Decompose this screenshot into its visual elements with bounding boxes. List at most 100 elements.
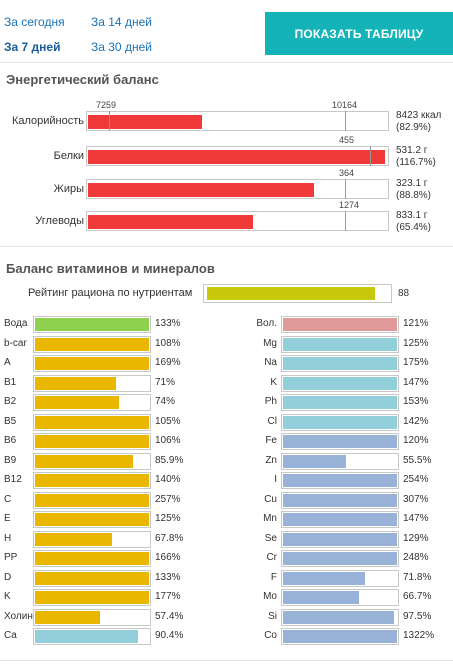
nutrient-label: K [270, 376, 277, 388]
nutrient-bar-fill [283, 396, 397, 409]
nutrient-row: Zn 55.5% [0, 452, 453, 471]
nutrient-value: 71% [155, 376, 176, 388]
energy-target-marker [345, 211, 346, 231]
nutrient-row: K 147% [0, 374, 453, 393]
nutrient-bar-fill [283, 630, 397, 643]
nutrient-value: 67.8% [155, 532, 184, 544]
nutrient-label: I [274, 474, 277, 485]
energy-amount: 531.2 г [396, 145, 428, 156]
nutrient-value: 90.4% [155, 630, 184, 641]
nutrient-row: Cr 248% [0, 550, 453, 568]
nutrient-label: Na [264, 357, 277, 368]
nutrient-bar [281, 316, 399, 333]
nutrient-rating-value: 88 [398, 288, 410, 299]
nutrient-bar [33, 374, 151, 392]
nutrient-bar-fill [35, 591, 149, 604]
nutrient-row: Mn 147% [0, 511, 453, 529]
energy-bar-fill [88, 115, 203, 129]
nutrient-bar-fill [35, 474, 149, 487]
energy-amount: 323.1 г [396, 178, 428, 189]
nutrient-bar-fill [283, 415, 397, 429]
show-table-button[interactable]: ПОКАЗАТЬ ТАБЛИЦУ [265, 12, 453, 55]
nutrient-bar [281, 550, 399, 567]
energy-bar-fill [88, 183, 315, 197]
nutrient-label: Mo [263, 591, 277, 602]
energy-label: Калорийность [11, 115, 84, 127]
nutrient-bar [33, 550, 151, 567]
nutrient-value: 106% [155, 435, 181, 446]
energy-bar: 7259 10164 [86, 100, 389, 131]
nutrient-bar [281, 608, 399, 626]
energy-row: Жиры 364 323.1 г (88.8%) [0, 168, 453, 202]
nutrient-bar [281, 413, 399, 431]
nutrient-value: 133% [155, 571, 181, 583]
nutrient-bar [281, 511, 399, 528]
nutrient-bar-fill [35, 513, 149, 526]
nutrient-bar-fill [35, 571, 149, 585]
nutrient-bar-fill [283, 318, 397, 331]
nutrient-value: 71.8% [403, 571, 432, 583]
nutrient-row: Co 1322% [0, 628, 453, 646]
nutrient-row: Se 129% [0, 530, 453, 549]
nutrient-row: Cl 142% [0, 413, 453, 432]
nutrient-row: C 257% [0, 491, 453, 510]
nutrient-row: Ph 153% [0, 394, 453, 412]
nutrient-label: B9 [4, 454, 17, 466]
nutrient-bar [281, 491, 399, 509]
nutrient-label: Fe [265, 435, 277, 446]
nutrient-label: Холин [4, 610, 33, 622]
nutrient-row: K 177% [0, 589, 453, 607]
nutrient-value: 125% [403, 337, 429, 349]
energy-value: 8423 ккал (82.9%) [396, 110, 441, 134]
nutrient-bar [33, 394, 151, 411]
nutrient-bar [281, 374, 399, 392]
period-30-days-link[interactable]: За 30 дней [91, 40, 152, 54]
period-14-days-link[interactable]: За 14 дней [91, 15, 152, 29]
energy-amount: 833.1 г [396, 210, 428, 221]
nutrient-label: H [4, 532, 12, 544]
energy-target-label: 7259 [96, 100, 117, 110]
nutrient-row: Mg 125% [0, 335, 453, 354]
nutrient-label: PP [4, 552, 18, 563]
nutrient-label: Co [264, 630, 277, 641]
nutrient-label: Si [268, 610, 277, 622]
nutrient-label: K [4, 591, 11, 602]
nutrient-value: 1322% [403, 630, 435, 641]
nutrient-row: Cu 307% [0, 491, 453, 510]
nutrient-bar [33, 491, 151, 509]
nutrient-bar-fill [283, 552, 397, 565]
nutrient-bar [281, 355, 399, 372]
vitamins-balance-title: Баланс витаминов и минералов [6, 261, 215, 276]
energy-label: Белки [53, 150, 84, 162]
nutrient-row: B9 85.9% [0, 452, 453, 471]
nutrient-bar [281, 530, 399, 548]
nutrient-bar [33, 569, 151, 587]
energy-bar: 364 [86, 168, 389, 199]
nutrient-bar [33, 628, 151, 645]
nutrient-rating-bar [203, 284, 392, 303]
nutrient-bar-fill [35, 357, 149, 370]
nutrient-value: 307% [403, 493, 429, 505]
period-7-days-link[interactable]: За 7 дней [4, 40, 61, 54]
nutrient-label: Cr [266, 552, 277, 563]
nutrient-bar [33, 608, 151, 626]
nutrient-bar-fill [283, 357, 397, 370]
nutrient-bar-fill [283, 435, 397, 448]
nutrient-bar [281, 394, 399, 411]
nutrient-value: 147% [403, 376, 429, 388]
nutrient-bar [33, 316, 151, 333]
nutrient-bar [33, 472, 151, 489]
nutrient-bar [281, 433, 399, 450]
nutrient-row: Na 175% [0, 355, 453, 373]
nutrient-label: D [4, 571, 12, 583]
nutrient-row: F 71.8% [0, 569, 453, 588]
nutrient-bar-fill [35, 415, 149, 429]
period-today-link[interactable]: За сегодня [4, 15, 65, 29]
nutrient-bar-fill [35, 337, 149, 351]
nutrient-row: B1 71% [0, 374, 453, 393]
energy-target-label: 455 [339, 135, 355, 145]
nutrient-label: E [4, 513, 11, 524]
energy-target-marker [345, 111, 346, 131]
nutrient-row: Fe 120% [0, 433, 453, 451]
nutrient-value: 57.4% [155, 610, 184, 622]
